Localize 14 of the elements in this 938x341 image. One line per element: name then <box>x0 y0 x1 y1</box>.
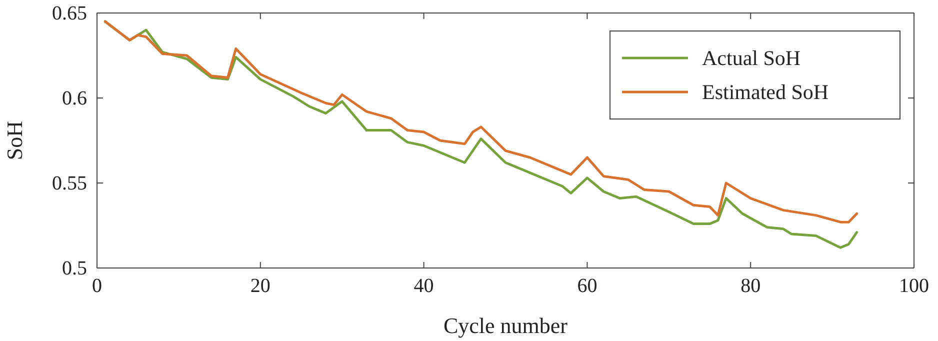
x-tick-label: 40 <box>414 275 434 298</box>
legend-label: Actual SoH <box>702 46 801 70</box>
y-axis-title: SoH <box>2 120 27 160</box>
y-tick-label: 0.65 <box>52 2 87 24</box>
x-tick-label: 20 <box>250 275 270 298</box>
y-tick-label: 0.5 <box>62 257 87 280</box>
y-tick-label: 0.6 <box>62 87 87 110</box>
x-tick-label: 100 <box>899 275 929 298</box>
x-tick-label: 60 <box>577 275 598 298</box>
x-axis-title: Cycle number <box>443 313 568 338</box>
y-tick-label: 0.55 <box>52 172 87 194</box>
x-tick-label: 0 <box>92 275 102 298</box>
legend-label: Estimated SoH <box>702 80 829 104</box>
x-tick-label: 80 <box>740 275 761 298</box>
